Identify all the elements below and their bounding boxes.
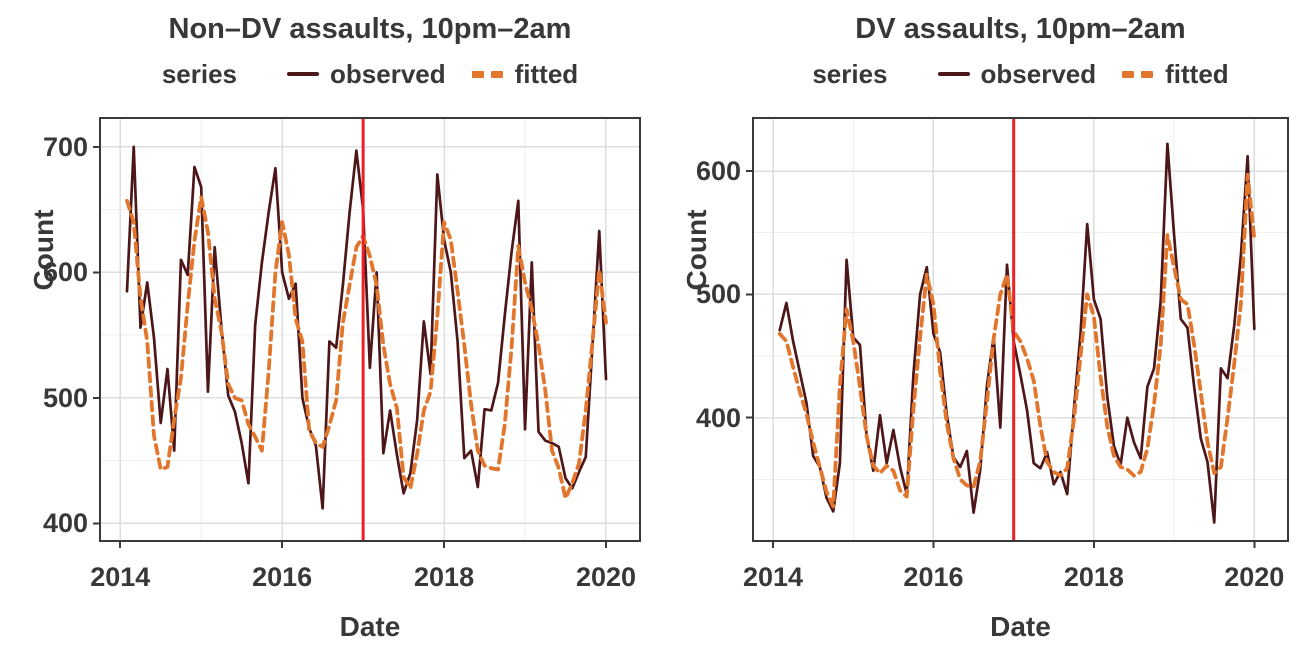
legend-non-dv: series observed fitted [100, 58, 640, 90]
y-tick-label: 700 [42, 131, 88, 162]
observed-key-icon [287, 72, 320, 76]
legend-label-observed: observed [330, 58, 446, 89]
legend-title: series [161, 58, 238, 89]
panel-border [751, 116, 1290, 543]
y-tick-label: 400 [695, 402, 741, 433]
x-tick-label: 2016 [252, 562, 313, 592]
legend-label-fitted: fitted [514, 58, 579, 89]
y-tick-label: 500 [695, 279, 741, 310]
fitted-key-icon [471, 70, 503, 78]
panel-title-dv: DV assaults, 10pm–2am [855, 13, 1186, 45]
fitted-line [777, 172, 1257, 509]
observed-line [125, 145, 608, 510]
x-tick-label: 2020 [1224, 562, 1285, 592]
x-tick-label: 2014 [743, 562, 804, 592]
y-axis-title: Count [28, 209, 59, 290]
legend-dv: series observed fitted [753, 58, 1288, 90]
y-tick-label: 500 [42, 382, 88, 413]
x-tick-label: 2016 [903, 562, 964, 592]
x-tick-label: 2014 [90, 562, 151, 592]
x-axis-title: Date [339, 611, 401, 642]
y-tick-label: 600 [42, 257, 88, 288]
legend-label-fitted: fitted [1165, 58, 1229, 89]
x-axis-title: Date [990, 611, 1051, 642]
observed-key-icon [937, 72, 970, 76]
fitted-line [125, 195, 608, 501]
panel-background [100, 118, 640, 541]
panel-background [753, 118, 1288, 541]
plot-area-non-dv [93, 116, 642, 548]
panel-border [98, 116, 642, 543]
x-tick-label: 2020 [575, 562, 637, 592]
panel-title-non-dv: Non–DV assaults, 10pm–2am [168, 13, 572, 45]
y-tick-label: 600 [695, 156, 741, 187]
x-tick-label: 2018 [1063, 562, 1124, 592]
legend-title: series [812, 58, 888, 89]
x-tick-label: 2018 [414, 562, 475, 592]
fitted-key-icon [1122, 70, 1154, 78]
legend-label-observed: observed [980, 58, 1097, 89]
plot-area-dv [746, 116, 1290, 548]
observed-line [778, 142, 1256, 524]
y-tick-label: 400 [42, 508, 88, 539]
